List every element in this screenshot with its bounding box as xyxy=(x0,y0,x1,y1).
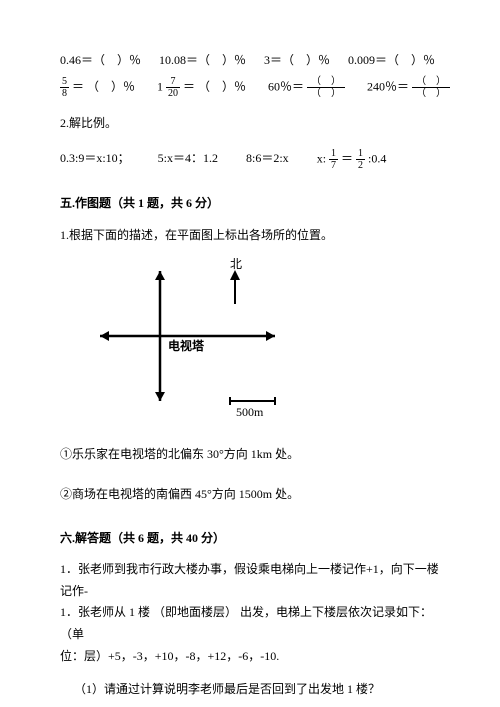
cell: 5 8 ＝ （ ）％ xyxy=(60,76,135,99)
whole: 1 xyxy=(157,79,163,93)
cell: 10.08＝（ ）％ xyxy=(159,50,246,72)
numerator: 1 xyxy=(356,148,365,160)
denominator: 20 xyxy=(166,88,180,99)
ratio: 5:x＝4：1.2 xyxy=(158,148,218,171)
numerator: 1 xyxy=(329,148,338,160)
fraction: 1 7 xyxy=(329,148,338,171)
cell: 240％＝ （ ） （ ） xyxy=(367,76,450,99)
section-6-q1-sub1: （1）请通过计算说明李老师最后是否回到了出发地 1 楼？ xyxy=(74,679,440,701)
section-6-title: 六.解答题（共 6 题，共 40 分） xyxy=(60,528,440,550)
section-6-q1-line2: 1．张老师从 1 楼 （即地面楼层） 出发，电梯上下楼层依次记录如下：（单 xyxy=(60,602,440,645)
denominator: 2 xyxy=(356,160,365,171)
cell: 0.009＝（ ）％ xyxy=(348,50,435,72)
section-5-q1: 1.根据下面的描述，在平面图上标出各场所的位置。 xyxy=(60,225,440,247)
ratio-row: 0.3:9＝x:10； 5:x＝4：1.2 8:6＝2:x x: 1 7 ＝ 1… xyxy=(60,148,440,171)
text: 240％＝ xyxy=(367,79,409,93)
text: ＝ xyxy=(341,151,356,165)
numerator: 5 xyxy=(60,76,69,88)
denominator: （ ） xyxy=(307,88,345,99)
numerator: 7 xyxy=(166,76,180,88)
text: ＝ （ ）％ xyxy=(69,79,135,93)
fraction: 1 2 xyxy=(356,148,365,171)
text: ＝ （ ）％ xyxy=(180,79,246,93)
ratio: 8:6＝2:x xyxy=(246,148,289,171)
center-label: 电视塔 xyxy=(168,338,205,353)
denominator: 8 xyxy=(60,88,69,99)
denominator: （ ） xyxy=(412,88,450,99)
cell: 60％＝ （ ） （ ） xyxy=(268,76,345,99)
section-5-sub1: ①乐乐家在电视塔的北偏东 30°方向 1km 处。 xyxy=(60,444,440,466)
ratio: x: 1 7 ＝ 1 2 :0.4 xyxy=(317,148,387,171)
conversion-row-1: 0.46＝（ ）％ 10.08＝（ ）％ 3＝（ ）％ 0.009＝（ ）％ xyxy=(60,50,440,72)
fraction: 5 8 xyxy=(60,76,69,99)
text: 60％＝ xyxy=(268,79,304,93)
north-label: 北 xyxy=(230,257,242,271)
text: :0.4 xyxy=(368,151,386,165)
scale-label: 500m xyxy=(236,405,264,419)
cell: 3＝（ ）％ xyxy=(264,50,330,72)
section-6-q1-line1: 1．张老师到我市行政大楼办事，假设乘电梯向上一楼记作+1，向下一楼记作- xyxy=(60,559,440,602)
cell: 1 7 20 ＝ （ ）％ xyxy=(157,76,246,99)
fraction: 7 20 xyxy=(166,76,180,99)
question-2: 2.解比例。 xyxy=(60,113,440,135)
section-5-sub2: ②商场在电视塔的南偏西 45°方向 1500m 处。 xyxy=(60,484,440,506)
denominator: 7 xyxy=(329,160,338,171)
section-5-title: 五.作图题（共 1 题，共 6 分） xyxy=(60,193,440,215)
numerator: （ ） xyxy=(307,76,345,88)
section-6-q1-line3: 位：层）+5，-3，+10，-8，+12，-6，-10. xyxy=(60,646,440,668)
text: x: xyxy=(317,151,326,165)
fraction-blank: （ ） （ ） xyxy=(412,76,450,99)
fraction-blank: （ ） （ ） xyxy=(307,76,345,99)
cell: 0.46＝（ ）％ xyxy=(60,50,141,72)
axes-svg: 北 电视塔 500m xyxy=(90,256,310,426)
diagram: 北 电视塔 500m xyxy=(90,256,310,426)
ratio: 0.3:9＝x:10； xyxy=(60,148,130,171)
conversion-row-2: 5 8 ＝ （ ）％ 1 7 20 ＝ （ ）％ 60％＝ （ ） （ ） 24… xyxy=(60,76,440,99)
numerator: （ ） xyxy=(412,76,450,88)
